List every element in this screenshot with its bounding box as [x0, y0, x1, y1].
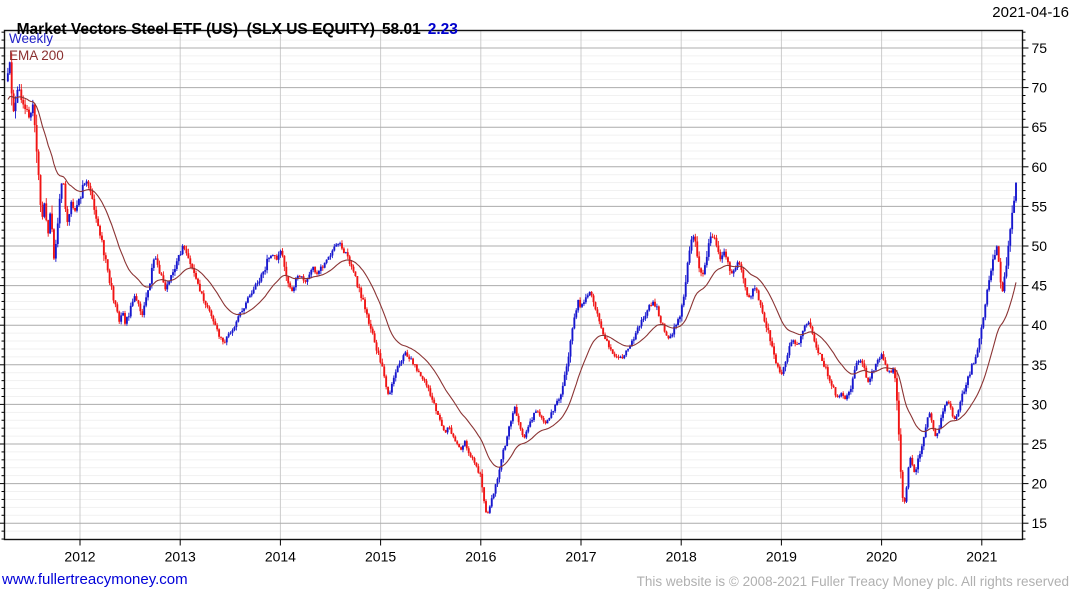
last-price: 58.01: [381, 21, 421, 38]
chart-date: 2021-04-16: [992, 4, 1069, 21]
price-change: 2.23: [427, 21, 458, 38]
y-axis-label: 40: [1032, 317, 1048, 333]
ema-200-line: [7, 95, 1017, 468]
y-axis-label: 50: [1032, 238, 1048, 254]
site-link[interactable]: www.fullertreacymoney.com: [2, 571, 188, 588]
x-axis-label: 2021: [966, 549, 997, 565]
y-axis-label: 25: [1032, 436, 1048, 452]
x-axis-label: 2016: [465, 549, 496, 565]
y-axis-label: 70: [1032, 80, 1048, 96]
x-axis-label: 2018: [666, 549, 697, 565]
y-axis-label: 65: [1032, 119, 1048, 135]
x-axis-label: 2020: [866, 549, 897, 565]
y-axis-label: 15: [1032, 515, 1048, 531]
minor-gridlines: [4, 31, 1023, 532]
x-axis-label: 2013: [165, 549, 196, 565]
y-axis-label: 55: [1032, 198, 1048, 214]
instrument-name: Market Vectors Steel ETF (US) (SLX US EQ…: [16, 21, 375, 38]
y-axis-label: 75: [1032, 40, 1048, 56]
plot-border: [3, 29, 1024, 541]
year-gridlines: [79, 30, 983, 540]
y-axis-label: 20: [1032, 476, 1048, 492]
x-axis-label: 2014: [265, 549, 296, 565]
candles-layer: [6, 52, 1017, 515]
y-axis-label: 45: [1032, 278, 1048, 294]
ema-legend-label: EMA 200: [9, 48, 64, 63]
x-axis-label: 2015: [365, 549, 396, 565]
x-axis-label: 2017: [565, 549, 596, 565]
axes-layer: 15 20 25 30 35 40 45 50 55 60 65 70 75 2012 2013 2014 20…: [0, 31, 1048, 565]
x-axis-label: 2012: [64, 549, 95, 565]
copyright-text: This website is © 2008-2021 Fuller Treac…: [636, 574, 1069, 589]
y-axis-label: 35: [1032, 357, 1048, 373]
y-axis-label: 30: [1032, 396, 1048, 412]
x-axis-label: 2019: [766, 549, 797, 565]
chart-title: Market Vectors Steel ETF (US) (SLX US EQ…: [8, 3, 458, 39]
timeframe-label: Weekly: [9, 31, 54, 46]
major-gridlines: [4, 47, 1023, 524]
y-axis-label: 60: [1032, 159, 1048, 175]
